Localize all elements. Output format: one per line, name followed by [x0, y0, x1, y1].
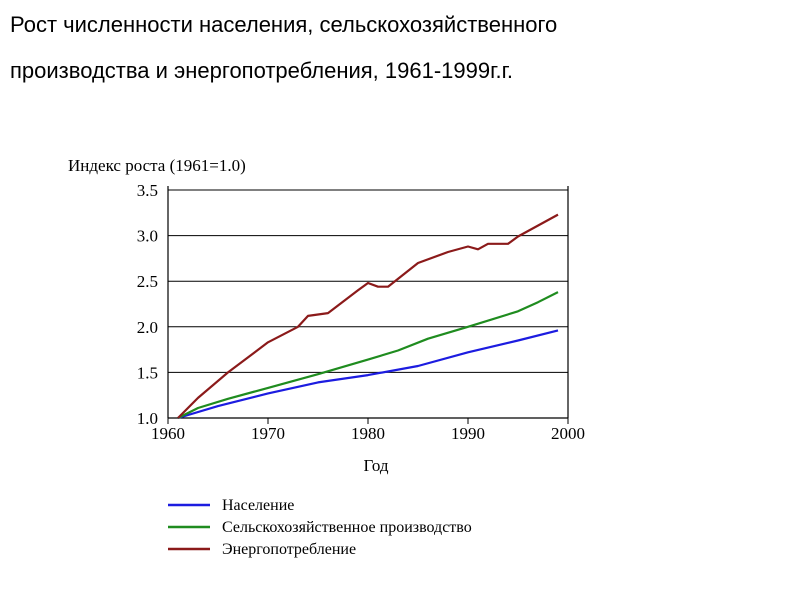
y-tick-label: 3.5 — [137, 181, 158, 200]
series-line-2 — [177, 291, 559, 419]
x-tick-label: 1980 — [351, 424, 385, 443]
x-tick-label: 2000 — [551, 424, 585, 443]
y-tick-label: 2.0 — [137, 318, 158, 337]
x-tick-label: 1970 — [251, 424, 285, 443]
legend-label-1: Население — [222, 497, 294, 514]
page-title: Рост численности населения, сельскохозяй… — [10, 2, 790, 94]
series-line-1 — [177, 329, 559, 420]
page-title-line-2: производства и энергопотребления, 1961-1… — [10, 58, 514, 83]
y-tick-label: 3.0 — [137, 227, 158, 246]
x-tick-label: 1960 — [151, 424, 185, 443]
y-tick-label: 1.0 — [137, 409, 158, 428]
grid-lines — [168, 189, 568, 373]
y-tick-label: 1.5 — [137, 363, 158, 382]
y-tick-label: 2.5 — [137, 272, 158, 291]
x-axis-title: Год — [364, 456, 389, 475]
page-title-line-1: Рост численности населения, сельскохозяй… — [10, 12, 558, 37]
x-tick-label: 1990 — [451, 424, 485, 443]
series-lines — [177, 213, 559, 420]
legend: Население Сельскохозяйственное производст… — [168, 497, 472, 558]
axes — [167, 186, 569, 419]
legend-label-2: Сельскохозяйственное производство — [222, 519, 472, 536]
legend-label-3: Энергопотребление — [222, 541, 356, 558]
series-line-3 — [177, 213, 559, 419]
tick-labels: 1.0 1.5 2.0 2.5 3.0 3.5 1960 1970 1980 1990 2000 — [137, 181, 585, 443]
y-axis-title: Индекс роста (1961=1.0) — [68, 156, 246, 175]
